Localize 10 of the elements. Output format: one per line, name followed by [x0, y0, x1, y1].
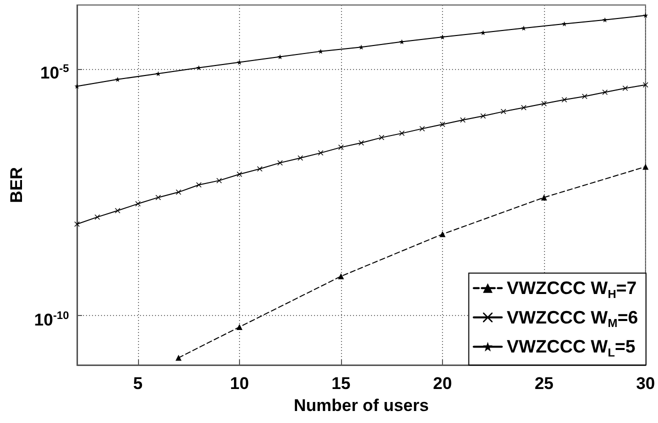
y-axis-title: BER [7, 167, 26, 203]
x-tick-label: 30 [636, 374, 656, 393]
x-axis-title: Number of users [294, 396, 429, 415]
x-tick-label: 25 [534, 374, 554, 393]
y-tick-label: 10$^{-5}$ [40, 62, 69, 85]
x-tick-label: 15 [332, 374, 350, 393]
x-tick-label: 20 [433, 374, 452, 393]
y-tick-label: 10$^{-10}$ [34, 308, 69, 332]
x-tick-label: 5 [133, 374, 143, 393]
x-tick-label: 10 [230, 374, 249, 393]
